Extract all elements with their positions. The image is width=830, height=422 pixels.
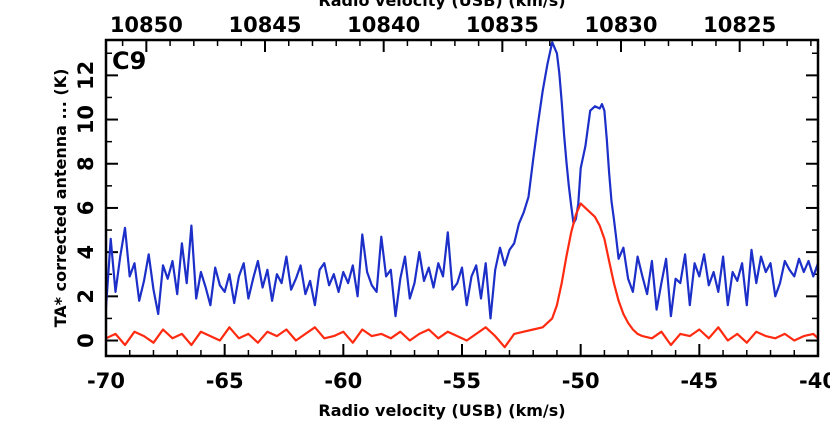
series-group (106, 41, 818, 349)
top-tick-label: 10845 (228, 13, 301, 37)
y-tick-label: 2 (74, 289, 98, 304)
x-tick-label: -65 (206, 369, 244, 393)
x-tick-label: -50 (562, 369, 600, 393)
top-axis-title: Radio velocity (USB) (km/s) (318, 0, 565, 10)
top-tick-label: 10850 (110, 13, 183, 37)
y-tick-label: 6 (74, 201, 98, 216)
x-tick-label: -60 (324, 369, 362, 393)
top-tick-label: 10825 (703, 13, 776, 37)
x-tick-label: -55 (443, 369, 481, 393)
x-tick-label: -45 (680, 369, 718, 393)
top-tick-label: 10840 (347, 13, 420, 37)
y-axis-title: TA* corrected antenna ... (K) (51, 69, 70, 328)
top-tick-label: 10830 (584, 13, 657, 37)
series-line-red (106, 202, 818, 349)
top-tick-label: 10835 (466, 13, 539, 37)
x-tick-label: -70 (87, 369, 125, 393)
y-tick-label: 8 (74, 156, 98, 171)
panel-label: C9 (112, 47, 146, 75)
y-tick-label: 10 (74, 105, 98, 134)
series-line-blue (106, 41, 818, 320)
x-tick-label: -40 (799, 369, 830, 393)
plot-frame (104, 38, 820, 358)
y-tick-label: 4 (74, 245, 98, 260)
y-tick-label: 0 (74, 333, 98, 348)
y-tick-label: 12 (74, 61, 98, 90)
x-axis-title: Radio velocity (USB) (km/s) (318, 401, 565, 420)
